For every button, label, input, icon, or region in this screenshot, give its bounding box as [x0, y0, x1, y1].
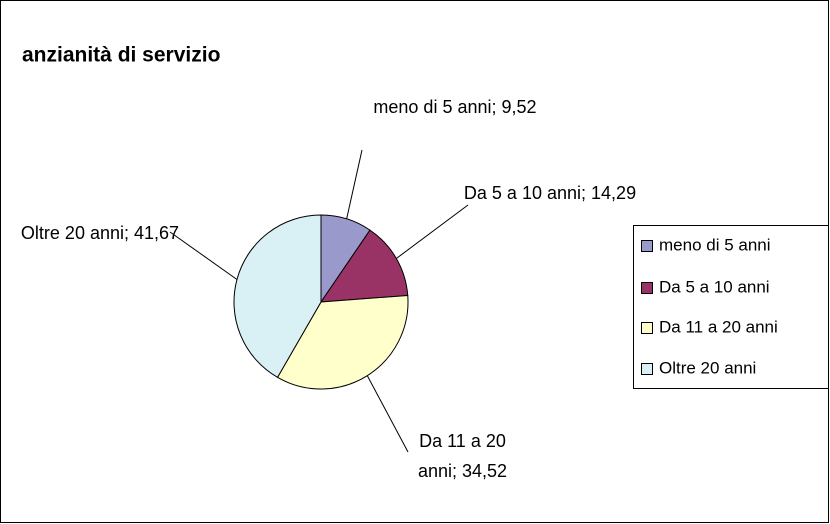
data-label-name: meno di 5 anni [373, 97, 492, 117]
data-label-value: 14,29 [591, 183, 637, 203]
data-label-name: Da 11 a 20 anni [417, 431, 506, 481]
legend-label: Da 11 a 20 anni [659, 317, 778, 336]
leader-line [366, 375, 409, 453]
data-label-separator: ; [491, 97, 497, 117]
data-label-value: 34,52 [462, 461, 508, 481]
legend-swatch [641, 363, 653, 375]
data-label-separator: ; [123, 223, 129, 243]
pie-slice [320, 229, 409, 303]
data-label: Da 11 a 20 anni; 34,52 [400, 426, 525, 486]
pie-slice [276, 294, 409, 390]
legend-label: Oltre 20 anni [659, 358, 756, 377]
chart-title: anzianità di servizio [22, 44, 220, 67]
legend-label: meno di 5 anni [659, 235, 771, 254]
data-label-separator: ; [581, 183, 587, 203]
leader-line [396, 204, 469, 259]
data-label-separator: ; [451, 461, 457, 481]
data-label-name: Oltre 20 anni [20, 223, 124, 243]
data-label: Da 5 a 10 anni; 14,29 [460, 178, 640, 208]
legend-label: Da 5 a 10 anni [659, 277, 770, 296]
data-label: meno di 5 anni; 9,52 [370, 92, 540, 122]
legend-swatch [641, 322, 653, 334]
data-label-value: 41,67 [134, 223, 180, 243]
data-label: Oltre 20 anni; 41,67 [15, 218, 185, 248]
legend-box [633, 225, 829, 389]
data-label-name: Da 5 a 10 anni [463, 183, 581, 203]
data-label-value: 9,52 [501, 97, 537, 117]
legend-swatch [641, 240, 653, 252]
leader-line [346, 149, 363, 219]
leader-line [169, 231, 238, 280]
pie-slice [233, 214, 322, 379]
legend-swatch [641, 282, 653, 294]
